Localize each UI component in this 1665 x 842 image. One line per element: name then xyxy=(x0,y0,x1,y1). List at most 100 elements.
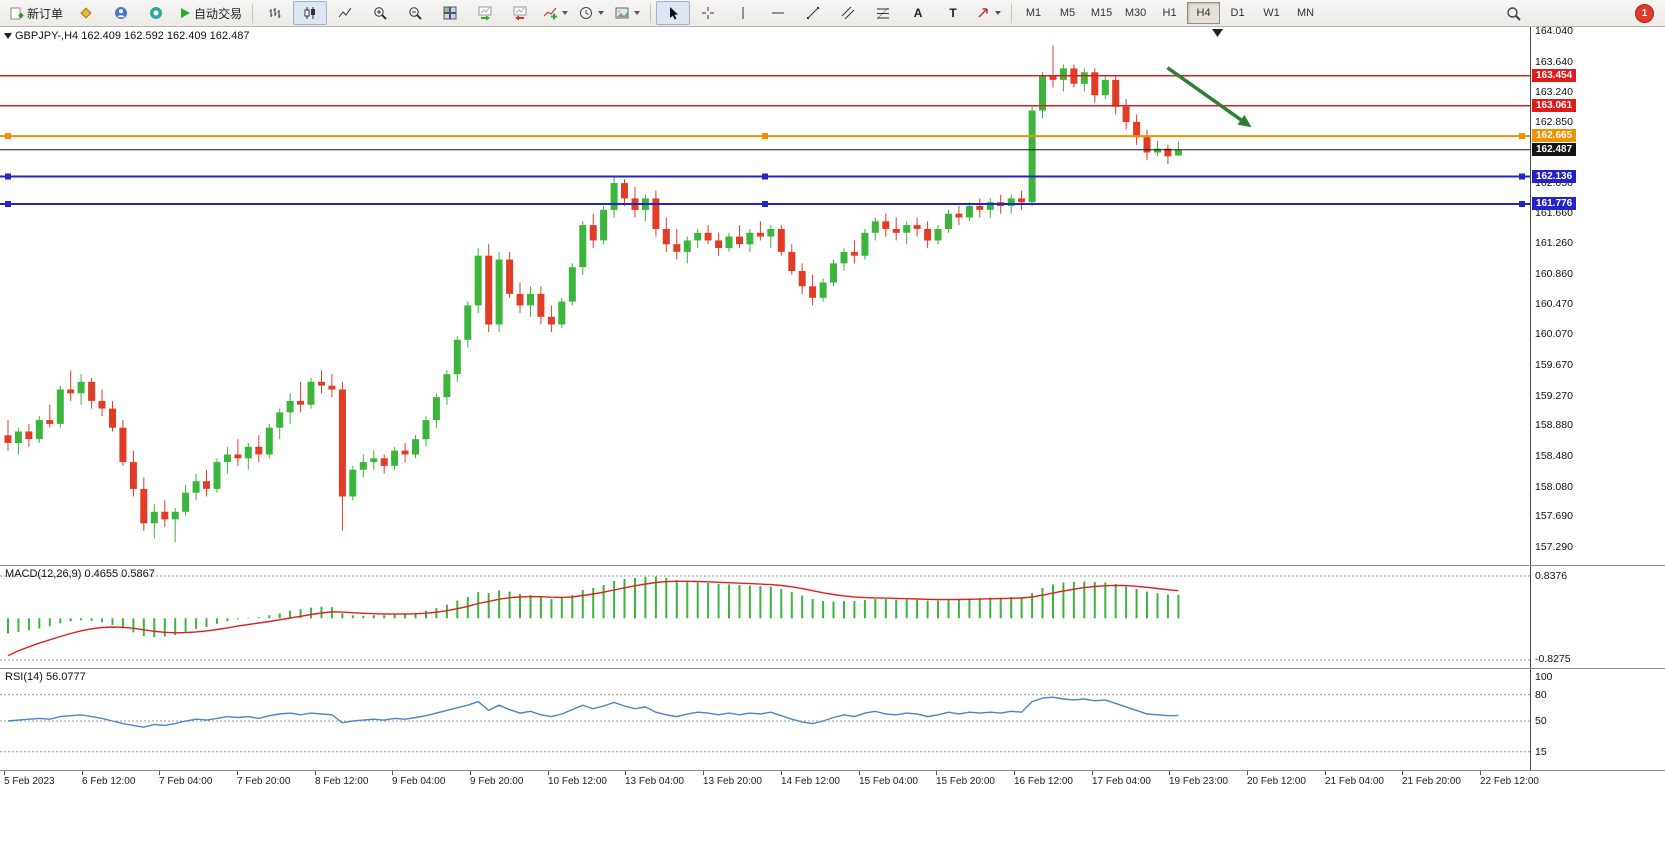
notification-badge[interactable]: 1 xyxy=(1635,3,1654,23)
time-tick xyxy=(1402,771,1403,775)
time-tick xyxy=(548,771,549,775)
timeframe-m5-button[interactable]: M5 xyxy=(1059,7,1076,19)
timeframe-h4-button[interactable]: H4 xyxy=(1187,2,1221,24)
timeframe-m1-button[interactable]: M1 xyxy=(1025,7,1042,19)
channel-button[interactable] xyxy=(831,1,865,25)
line-chart-icon xyxy=(338,6,352,20)
time-tick-label: 15 Feb 20:00 xyxy=(936,776,995,787)
search-button[interactable] xyxy=(1496,1,1530,25)
time-tick-label: 13 Feb 20:00 xyxy=(703,776,762,787)
timeframe-m30-button[interactable]: M30 xyxy=(1124,7,1147,19)
price-tick-label: 157.690 xyxy=(1535,510,1573,522)
time-tick-label: 10 Feb 12:00 xyxy=(548,776,607,787)
macd-axis-max: 0.8376 xyxy=(1535,570,1568,582)
hline-162.665 xyxy=(0,133,1530,140)
hline-162.136 xyxy=(0,173,1530,180)
autotrade-button[interactable]: 自动交易 xyxy=(174,1,247,25)
time-tick xyxy=(1092,771,1093,775)
hline-161.776 xyxy=(0,201,1530,208)
macd-axis-min: -0.8275 xyxy=(1535,653,1571,665)
timeframe-d1-button[interactable]: D1 xyxy=(1230,7,1245,19)
macd-histogram xyxy=(7,576,1180,637)
time-tick-label: 17 Feb 04:00 xyxy=(1092,776,1151,787)
templates-button[interactable] xyxy=(610,1,645,25)
price-line-badge: 161.776 xyxy=(1532,197,1577,210)
chart-shift-button[interactable] xyxy=(503,1,537,25)
time-tick xyxy=(1480,771,1481,775)
macd-label: MACD(12,26,9) 0.4655 0.5867 xyxy=(5,568,155,580)
cursor-button[interactable] xyxy=(656,1,691,25)
time-tick-label: 7 Feb 04:00 xyxy=(159,776,213,787)
time-tick-label: 13 Feb 04:00 xyxy=(625,776,684,787)
time-tick xyxy=(4,771,5,775)
time-tick xyxy=(703,771,704,775)
time-tick xyxy=(859,771,860,775)
chart-window: GBPJPY-,H4 162.409 162.592 162.409 162.4… xyxy=(0,25,1665,842)
crosshair-button[interactable] xyxy=(691,1,725,25)
rsi-canvas[interactable]: RSI(14) 56.0777 xyxy=(0,669,1530,770)
candlestick-button[interactable] xyxy=(293,1,328,25)
time-tick xyxy=(1325,771,1326,775)
main-chart-canvas[interactable]: GBPJPY-,H4 162.409 162.592 162.409 162.4… xyxy=(0,27,1530,565)
chart-shift-icon xyxy=(513,6,527,21)
horizontal-line-button[interactable] xyxy=(761,1,795,25)
price-tick-label: 163.640 xyxy=(1535,56,1573,68)
rsi-panel: RSI(14) 56.0777 100 80 50 15 xyxy=(0,669,1665,771)
price-tick-label: 163.240 xyxy=(1535,86,1573,98)
candlestick-icon xyxy=(303,6,317,20)
autoscroll-button[interactable] xyxy=(468,1,502,25)
time-tick xyxy=(936,771,937,775)
periods-button[interactable] xyxy=(574,1,609,25)
price-line-badge: 162.136 xyxy=(1532,170,1577,183)
price-tick-label: 160.860 xyxy=(1535,268,1573,280)
time-tick-label: 16 Feb 12:00 xyxy=(1014,776,1073,787)
rsi-axis-80: 80 xyxy=(1535,689,1547,701)
autotrade-play-icon xyxy=(179,7,191,19)
time-axis[interactable]: 5 Feb 2023 6 Feb 12:00 7 Feb 04:00 7 Feb 20… xyxy=(0,771,1665,797)
text-tool-button[interactable]: A xyxy=(901,1,935,25)
zoom-in-button[interactable] xyxy=(363,1,397,25)
dropdown-caret-icon xyxy=(598,11,605,15)
toolbar: 新订单 自动交易 xyxy=(0,0,1665,27)
line-chart-button[interactable] xyxy=(328,1,362,25)
macd-axis[interactable]: 0.8376 -0.8275 xyxy=(1530,566,1665,668)
price-tick-label: 162.850 xyxy=(1535,116,1573,128)
price-tick-label: 164.040 xyxy=(1535,25,1573,37)
timeframe-m15-button[interactable]: M15 xyxy=(1090,7,1113,19)
bar-chart-button[interactable] xyxy=(258,1,292,25)
vertical-line-button[interactable] xyxy=(726,1,760,25)
time-tick-label: 15 Feb 04:00 xyxy=(859,776,918,787)
arrows-tool-button[interactable] xyxy=(971,1,1006,25)
new-order-icon xyxy=(10,6,24,20)
time-tick-label: 9 Feb 04:00 xyxy=(392,776,446,787)
timeframe-w1-button[interactable]: W1 xyxy=(1263,7,1280,19)
time-tick xyxy=(82,771,83,775)
macd-canvas[interactable]: MACD(12,26,9) 0.4655 0.5867 xyxy=(0,566,1530,668)
bar-chart-icon xyxy=(268,6,282,20)
tile-windows-button[interactable] xyxy=(433,1,467,25)
toolbar-separator xyxy=(650,3,652,23)
support-button[interactable] xyxy=(139,1,173,25)
price-line-badge: 163.061 xyxy=(1532,99,1577,112)
fibonacci-icon xyxy=(876,6,890,20)
time-tick-label: 5 Feb 2023 xyxy=(4,776,55,787)
time-tick-label: 22 Feb 12:00 xyxy=(1480,776,1539,787)
time-tick xyxy=(237,771,238,775)
label-tool-button[interactable]: T xyxy=(936,1,970,25)
trendline-button[interactable] xyxy=(796,1,830,25)
community-button[interactable] xyxy=(104,1,138,25)
rsi-axis[interactable]: 100 80 50 15 xyxy=(1530,669,1665,770)
chart-shift-marker xyxy=(1212,29,1223,37)
dropdown-caret-icon xyxy=(562,11,569,15)
fibonacci-button[interactable] xyxy=(866,1,900,25)
price-line-badge: 162.665 xyxy=(1532,129,1577,142)
price-axis[interactable]: 164.040 163.640 163.240 162.850 162.050 161.6… xyxy=(1530,25,1665,565)
indicators-button[interactable] xyxy=(538,1,573,25)
price-tick-label: 159.670 xyxy=(1535,359,1573,371)
zoom-out-button[interactable] xyxy=(398,1,432,25)
new-order-button[interactable]: 新订单 xyxy=(5,1,68,25)
timeframe-mn-button[interactable]: MN xyxy=(1296,7,1315,19)
gold-badge-button[interactable] xyxy=(69,1,103,25)
timeframe-h1-button[interactable]: H1 xyxy=(1162,7,1177,19)
horizontal-line-icon xyxy=(771,6,785,20)
